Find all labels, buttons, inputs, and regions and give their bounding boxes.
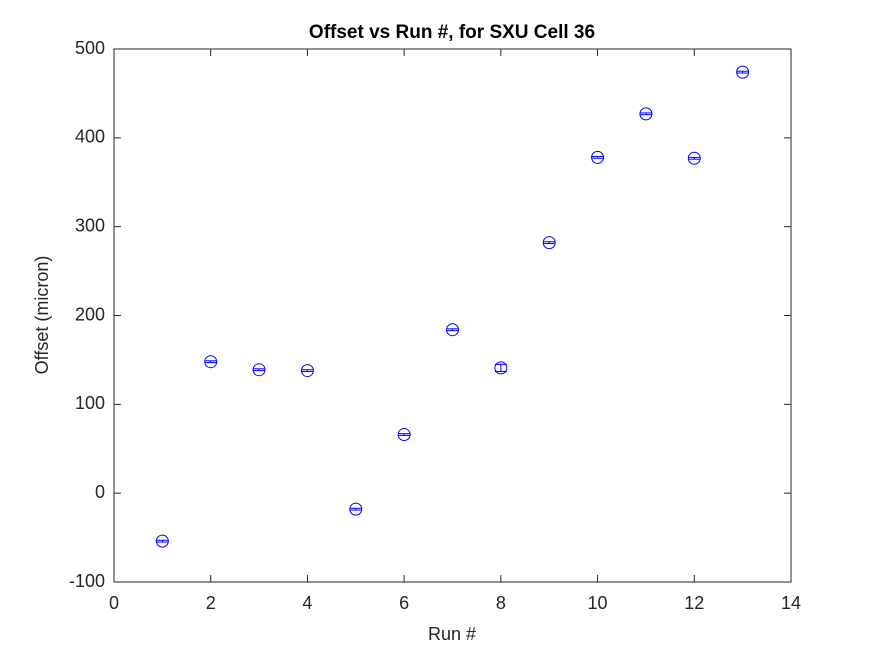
y-tick-label: 300 xyxy=(75,215,105,235)
x-tick-label: 14 xyxy=(781,593,801,613)
x-tick-label: 10 xyxy=(588,593,608,613)
data-point xyxy=(204,355,218,369)
data-point xyxy=(155,534,169,548)
data-point xyxy=(446,323,459,337)
data-point xyxy=(300,364,314,378)
x-tick-label: 6 xyxy=(399,593,409,613)
data-point xyxy=(542,236,556,250)
data-point xyxy=(494,361,508,375)
y-tick-label: 100 xyxy=(75,393,105,413)
data-point xyxy=(252,363,266,377)
data-point xyxy=(639,107,653,121)
x-tick-label: 8 xyxy=(496,593,506,613)
plot-frame xyxy=(113,48,792,583)
x-tick-label: 0 xyxy=(109,593,119,613)
y-axis-label: Offset (micron) xyxy=(32,256,52,375)
y-tick-label: 0 xyxy=(95,482,105,502)
data-point xyxy=(397,428,411,442)
y-tick-label: -100 xyxy=(69,571,105,591)
data-point xyxy=(591,150,605,164)
x-tick-label: 4 xyxy=(302,593,312,613)
data-point xyxy=(736,65,750,79)
y-tick-label: 200 xyxy=(75,304,105,324)
y-tick-label: 400 xyxy=(75,127,105,147)
x-tick-label: 2 xyxy=(206,593,216,613)
x-axis-label: Run # xyxy=(428,624,476,644)
x-tick-label: 12 xyxy=(684,593,704,613)
y-tick-label: 500 xyxy=(75,38,105,58)
data-point xyxy=(687,151,701,165)
data-point xyxy=(349,502,363,516)
chart-title: Offset vs Run #, for SXU Cell 36 xyxy=(309,22,595,43)
